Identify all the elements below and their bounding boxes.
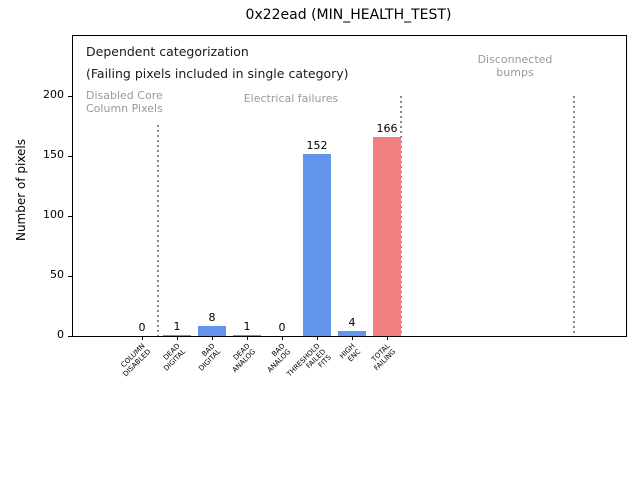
- annotation-disconnected-bumps: Disconnected bumps: [477, 53, 553, 79]
- y-axis-label: Number of pixels: [14, 138, 28, 242]
- x-tick-mark: [281, 336, 283, 340]
- region-separator-line: [573, 96, 575, 336]
- x-tick-mark: [176, 336, 178, 340]
- y-tick-mark: [68, 335, 72, 337]
- x-tick-label: TOTAL FAILING: [276, 342, 397, 372]
- bar-value-label: 0: [138, 321, 146, 334]
- bar-value-label: 0: [278, 321, 286, 334]
- y-tick-label: 50: [50, 268, 64, 281]
- y-tick-mark: [68, 275, 72, 277]
- y-tick-label: 100: [43, 208, 64, 221]
- bar-value-label: 4: [348, 316, 356, 330]
- bar: [163, 334, 191, 336]
- bar-value-label: 1: [173, 319, 181, 333]
- bar-value-label: 8: [208, 311, 216, 325]
- plot-area: Dependent categorization (Failing pixels…: [68, 35, 627, 340]
- annotation-failing-pixels-note: (Failing pixels included in single categ…: [86, 66, 349, 81]
- y-tick-label: 0: [57, 328, 64, 341]
- bar: [233, 334, 261, 336]
- bar: [198, 326, 226, 336]
- x-tick-mark: [211, 336, 213, 340]
- bar: [373, 136, 401, 336]
- y-tick-mark: [68, 95, 72, 97]
- bar-value-label: 166: [376, 121, 398, 135]
- annotation-electrical-failures: Electrical failures: [243, 92, 339, 105]
- region-separator-line: [157, 124, 159, 336]
- bar: [338, 331, 366, 336]
- bar-value-label: 152: [306, 138, 328, 152]
- x-tick-mark: [246, 336, 248, 340]
- y-tick-label: 150: [43, 148, 64, 161]
- x-tick-mark: [351, 336, 353, 340]
- x-tick-mark: [386, 336, 388, 340]
- annotation-disabled-core-column-pixels: Disabled Core Column Pixels: [86, 89, 163, 115]
- y-tick-label: 200: [43, 88, 64, 101]
- bar-value-label: 1: [243, 319, 251, 333]
- region-separator-line: [400, 96, 402, 336]
- y-tick-mark: [68, 155, 72, 157]
- x-tick-mark: [141, 336, 143, 340]
- y-tick-mark: [68, 215, 72, 217]
- annotation-dependent-categorization: Dependent categorization: [86, 44, 249, 59]
- chart-title: 0x22ead (MIN_HEALTH_TEST): [245, 7, 452, 23]
- bar: [303, 153, 331, 336]
- x-tick-mark: [316, 336, 318, 340]
